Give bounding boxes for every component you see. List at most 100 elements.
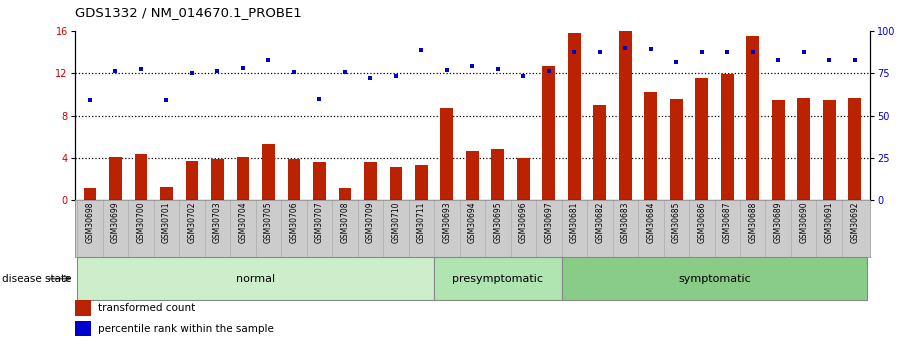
Bar [823, 100, 835, 200]
Bar [517, 158, 529, 200]
Point [592, 49, 607, 55]
Point [236, 65, 251, 71]
Text: transformed count: transformed count [98, 303, 196, 313]
Bar [262, 144, 275, 200]
Bar [644, 92, 657, 200]
Point [159, 97, 174, 102]
Point [541, 68, 556, 74]
Point [618, 45, 632, 51]
Point [643, 46, 658, 52]
Bar [568, 33, 580, 200]
Text: disease state: disease state [2, 274, 71, 284]
Point [822, 57, 836, 62]
Text: GSM30699: GSM30699 [111, 202, 120, 244]
Bar [313, 162, 326, 200]
Point [516, 74, 530, 79]
Text: GSM30700: GSM30700 [137, 202, 146, 244]
Point [338, 69, 353, 75]
Point [669, 59, 683, 65]
Bar [390, 167, 403, 200]
Point [363, 75, 378, 80]
Bar [364, 162, 377, 200]
Bar [542, 66, 555, 200]
Text: presymptomatic: presymptomatic [453, 274, 543, 284]
Bar [721, 75, 733, 200]
Bar [135, 154, 148, 200]
Bar [772, 100, 784, 200]
Point [83, 97, 97, 102]
Point [287, 69, 302, 75]
Bar [186, 161, 199, 200]
Point [490, 66, 505, 72]
Text: GSM30697: GSM30697 [545, 202, 553, 244]
Bar [160, 187, 173, 200]
Text: GSM30706: GSM30706 [290, 202, 299, 244]
Text: normal: normal [236, 274, 275, 284]
Text: GSM30694: GSM30694 [468, 202, 476, 244]
Bar [237, 157, 250, 200]
Point [694, 49, 709, 55]
Point [440, 67, 455, 73]
Text: GSM30689: GSM30689 [773, 202, 783, 243]
Point [108, 68, 123, 74]
Text: GSM30710: GSM30710 [392, 202, 400, 243]
Text: GSM30709: GSM30709 [366, 202, 375, 244]
Bar [288, 159, 301, 200]
Text: GSM30688: GSM30688 [748, 202, 757, 243]
Text: GSM30698: GSM30698 [86, 202, 95, 243]
Bar [339, 188, 352, 200]
Text: GSM30690: GSM30690 [799, 202, 808, 244]
Bar [619, 31, 631, 200]
Bar [797, 98, 810, 200]
Text: GSM30711: GSM30711 [417, 202, 425, 243]
Text: GSM30705: GSM30705 [264, 202, 273, 244]
Point [745, 49, 760, 55]
Bar [746, 36, 759, 200]
Text: GSM30693: GSM30693 [443, 202, 451, 244]
Text: GDS1332 / NM_014670.1_PROBE1: GDS1332 / NM_014670.1_PROBE1 [75, 6, 302, 19]
Point [415, 47, 429, 53]
Bar [848, 98, 861, 200]
Text: GSM30684: GSM30684 [646, 202, 655, 243]
Point [312, 96, 327, 101]
Text: GSM30692: GSM30692 [850, 202, 859, 243]
Point [210, 68, 225, 74]
Point [261, 57, 276, 62]
Text: GSM30707: GSM30707 [315, 202, 324, 244]
FancyBboxPatch shape [561, 257, 867, 300]
Text: GSM30683: GSM30683 [620, 202, 630, 243]
Text: percentile rank within the sample: percentile rank within the sample [98, 324, 274, 334]
Text: GSM30687: GSM30687 [722, 202, 732, 243]
Text: GSM30686: GSM30686 [697, 202, 706, 243]
Bar [84, 188, 97, 200]
Text: GSM30685: GSM30685 [671, 202, 681, 243]
Bar [466, 151, 478, 200]
Text: GSM30701: GSM30701 [162, 202, 171, 243]
Bar [695, 78, 708, 200]
Text: GSM30682: GSM30682 [595, 202, 604, 243]
FancyBboxPatch shape [435, 257, 561, 300]
Bar [109, 157, 122, 200]
Text: symptomatic: symptomatic [678, 274, 751, 284]
Text: GSM30691: GSM30691 [824, 202, 834, 243]
Point [134, 66, 148, 72]
Bar [441, 108, 454, 200]
Point [567, 49, 581, 55]
Point [465, 63, 479, 69]
Point [720, 49, 734, 55]
Text: GSM30708: GSM30708 [341, 202, 350, 243]
Point [847, 57, 862, 62]
Text: GSM30704: GSM30704 [239, 202, 248, 244]
Bar [415, 165, 428, 200]
Bar [593, 105, 606, 200]
Point [389, 74, 404, 79]
Text: GSM30703: GSM30703 [213, 202, 222, 244]
Bar [211, 159, 224, 200]
Text: GSM30696: GSM30696 [519, 202, 527, 244]
Text: GSM30702: GSM30702 [188, 202, 197, 243]
FancyBboxPatch shape [77, 257, 435, 300]
Point [185, 71, 200, 76]
Text: GSM30681: GSM30681 [569, 202, 578, 243]
Text: GSM30695: GSM30695 [494, 202, 502, 244]
Point [771, 57, 785, 62]
